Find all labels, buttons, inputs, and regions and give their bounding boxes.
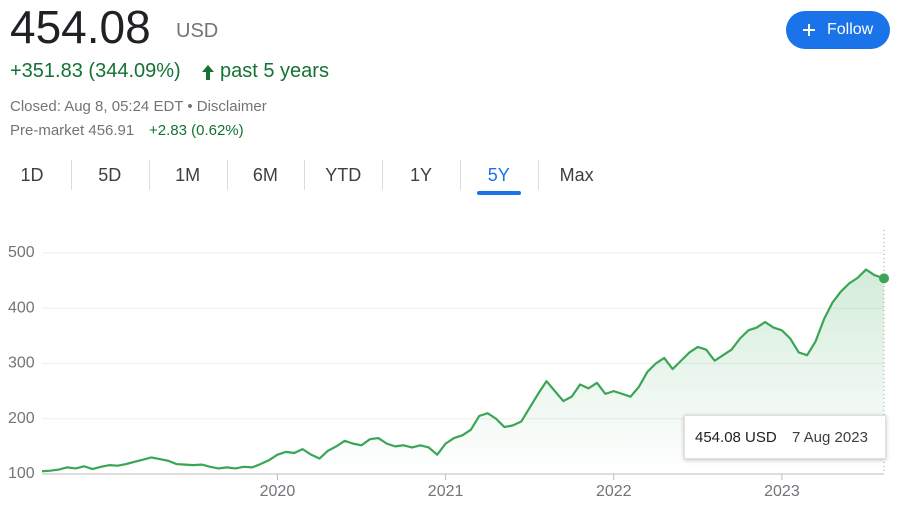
tab-separator <box>71 160 72 190</box>
tab[interactable]: 1M <box>175 165 201 185</box>
y-tick-label: 200 <box>8 410 35 427</box>
x-tick-label: 2023 <box>764 483 800 500</box>
tab[interactable]: 6M <box>252 165 278 185</box>
chart: 100 200 300 400 500 2020 2021 2022 2023 <box>8 230 889 500</box>
end-point <box>879 273 889 284</box>
tab-separator <box>382 160 384 190</box>
tab[interactable]: Max <box>559 165 594 185</box>
currency: USD <box>176 20 219 42</box>
y-tick-label: 400 <box>8 299 35 316</box>
premarket-change: +2.83 (0.62%) <box>149 122 244 139</box>
tab[interactable]: 1D <box>20 165 44 185</box>
tab[interactable]: 1Y <box>409 165 433 185</box>
change: +351.83 (344.09%) <box>10 60 181 82</box>
price-line <box>41 268 885 473</box>
y-tick-label: 100 <box>8 465 35 482</box>
area-fill <box>42 269 884 474</box>
tab[interactable]: 5D <box>98 165 122 185</box>
premarket: Pre-market 456.91 <box>10 122 135 139</box>
tab-separator <box>537 160 539 190</box>
tab-underline <box>476 191 521 195</box>
y-tick-label: 500 <box>8 244 35 261</box>
tooltip: 454.08 USD 7 Aug 2023 <box>684 415 886 459</box>
plus-icon <box>803 24 815 36</box>
tab-separator <box>226 160 228 190</box>
x-tick-label: 2022 <box>596 483 632 500</box>
follow-button[interactable]: Follow <box>786 11 890 49</box>
tab-separator <box>460 160 461 190</box>
follow-label: Follow <box>827 21 874 38</box>
x-tick-label: 2021 <box>428 483 464 500</box>
tab-separator <box>148 160 150 190</box>
tab[interactable]: YTD <box>325 165 362 185</box>
closed-info[interactable]: Closed: Aug 8, 05:24 EDT • Disclaimer <box>10 98 267 115</box>
tooltip-date: 7 Aug 2023 <box>792 429 868 446</box>
x-tick-label: 2020 <box>260 483 296 500</box>
price: 454.08 <box>10 1 151 53</box>
up-arrow <box>202 65 214 80</box>
period: past 5 years <box>220 60 329 82</box>
tab-separator <box>304 160 306 190</box>
tab[interactable]: 5Y <box>487 165 510 185</box>
y-tick-label: 300 <box>8 355 35 372</box>
tooltip-price: 454.08 USD <box>695 429 777 446</box>
